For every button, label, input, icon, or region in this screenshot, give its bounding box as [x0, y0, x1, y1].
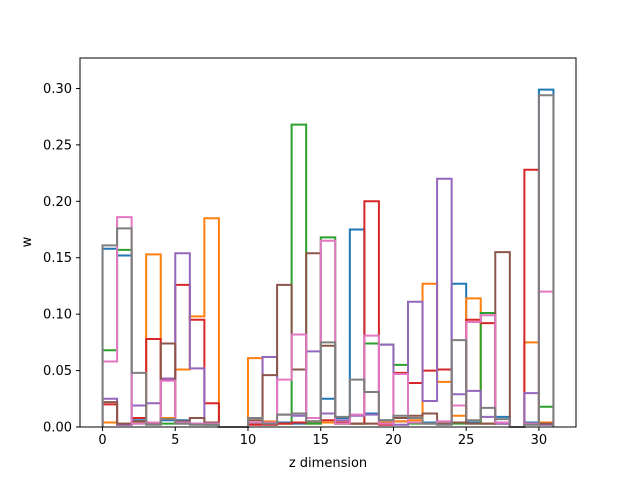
x-tick-label: 30 — [531, 433, 548, 448]
y-axis-label: w — [20, 236, 35, 247]
y-tick-label: 0.00 — [43, 421, 72, 436]
x-tick-label: 10 — [240, 433, 257, 448]
series-layer — [101, 88, 555, 428]
series-5-outline — [101, 251, 555, 428]
y-tick-label: 0.05 — [43, 364, 72, 379]
y-tick-label: 0.25 — [43, 138, 72, 153]
plot-frame — [79, 57, 577, 428]
y-axis: 0.00 0.05 0.10 0.15 0.20 0.25 0.30 — [43, 82, 80, 436]
series-7-outline — [101, 94, 555, 428]
series-5 — [101, 251, 555, 428]
y-tick-label: 0.15 — [43, 251, 72, 266]
x-tick-label: 15 — [312, 433, 329, 448]
series-6 — [101, 216, 555, 428]
x-axis-label: z dimension — [289, 456, 367, 471]
plot-area — [80, 58, 576, 427]
y-tick-label: 0.30 — [43, 82, 72, 97]
x-tick-label: 25 — [458, 433, 475, 448]
y-tick-label: 0.10 — [43, 308, 72, 323]
x-axis: 0 5 10 15 20 25 30 — [98, 427, 547, 448]
y-tick-label: 0.20 — [43, 195, 72, 210]
x-tick-label: 5 — [171, 433, 179, 448]
x-tick-label: 0 — [98, 433, 106, 448]
series-7 — [101, 94, 555, 428]
x-tick-label: 20 — [385, 433, 402, 448]
series-6-outline — [101, 216, 555, 428]
